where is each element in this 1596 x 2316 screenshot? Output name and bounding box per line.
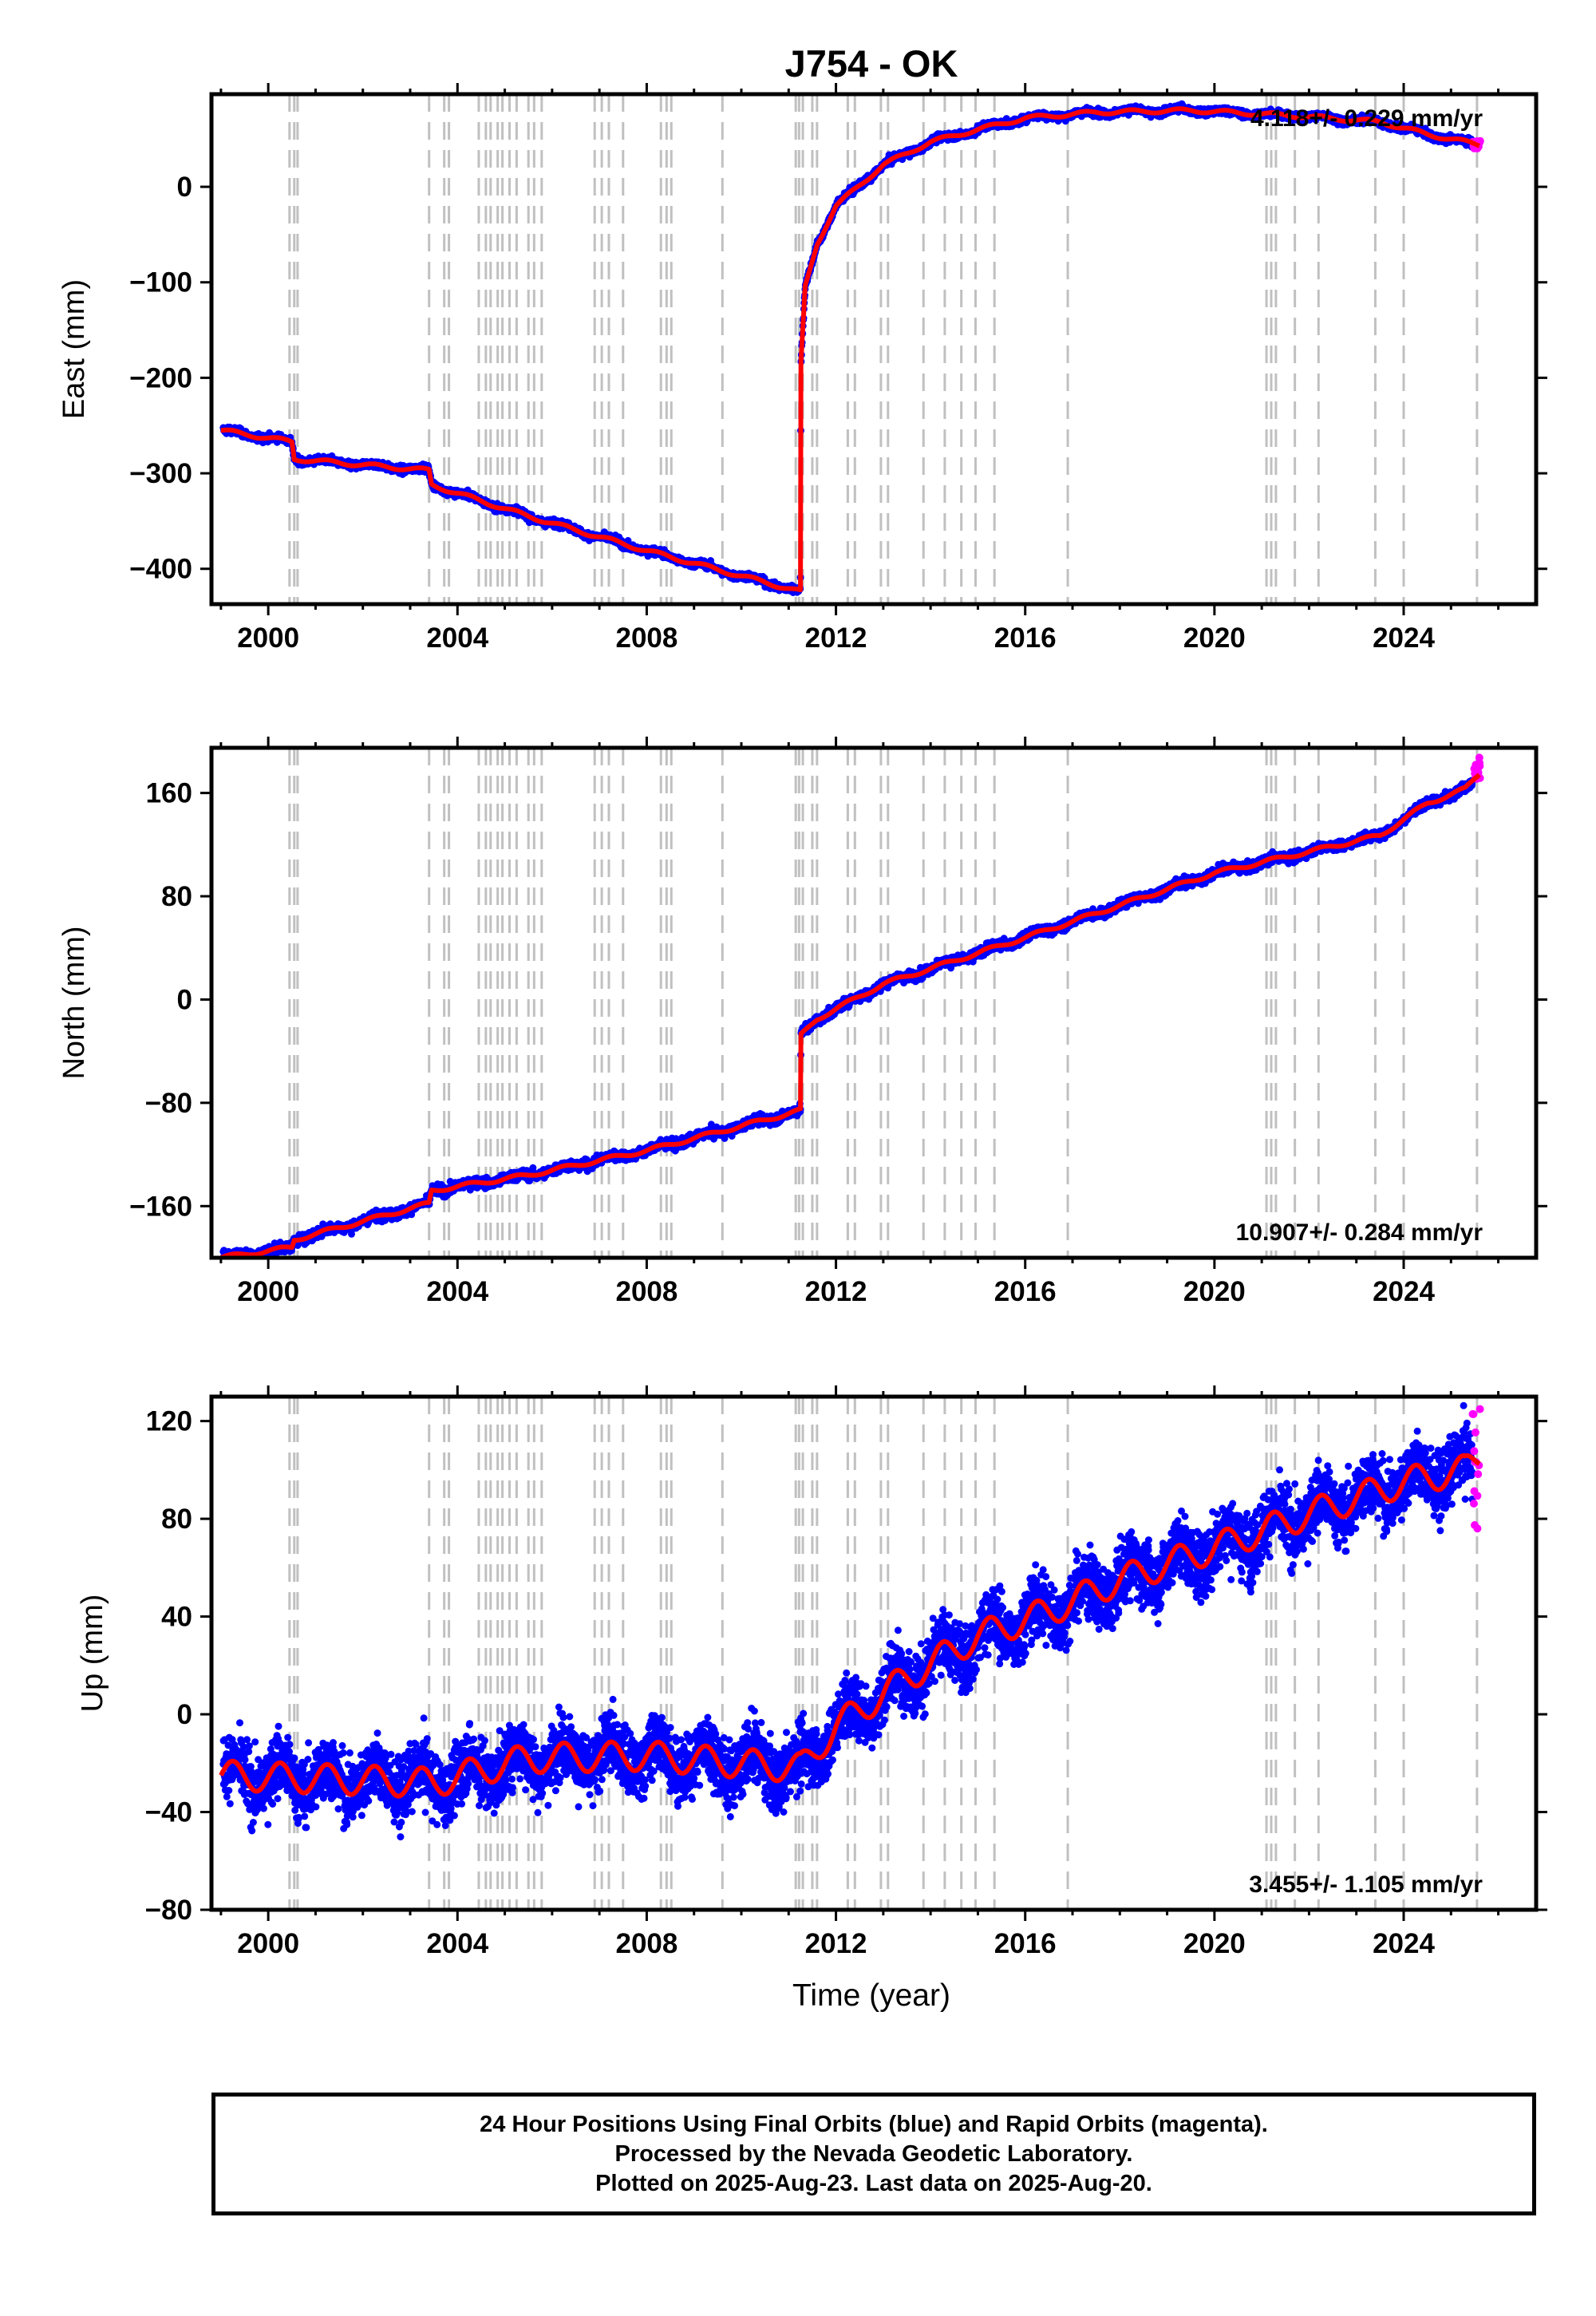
plot-frame — [209, 745, 1539, 1260]
y-tick-label: −160 — [129, 1191, 192, 1222]
x-tick-label: 2024 — [1373, 622, 1435, 654]
y-tick-label: 0 — [177, 172, 192, 203]
y-axis-label: North (mm) — [57, 926, 91, 1079]
y-axis-label: East (mm) — [57, 279, 91, 419]
y-tick-label: −40 — [145, 1797, 192, 1828]
rapid-orbits-markers — [1468, 1405, 1484, 1533]
y-tick-label: 0 — [177, 1699, 192, 1730]
x-tick-label: 2008 — [615, 1928, 678, 1959]
model-line — [219, 1452, 1482, 1799]
model-line — [219, 106, 1482, 593]
x-tick-label: 2016 — [994, 622, 1057, 654]
caption-line-2: Processed by the Nevada Geodetic Laborat… — [614, 2140, 1133, 2167]
y-tick-label: −400 — [129, 554, 192, 585]
panel-east: 2000 2004 2008 2012 2016 2020 2024 0 −100 −200 −30… — [57, 83, 1547, 654]
y-tick-label: −100 — [129, 267, 192, 298]
caption-line-3: Plotted on 2025-Aug-23. Last data on 202… — [595, 2170, 1152, 2196]
x-tick-label: 2012 — [805, 622, 867, 654]
final-orbits-markers — [219, 777, 1476, 1258]
final-orbits-markers — [219, 100, 1476, 597]
y-tick-label: 160 — [146, 778, 192, 809]
plot-frame — [209, 1394, 1539, 1912]
x-tick-label: 2020 — [1183, 622, 1246, 654]
y-tick-label: −300 — [129, 458, 192, 489]
x-tick-label: 2016 — [994, 1928, 1057, 1959]
y-tick-label: 0 — [177, 984, 192, 1015]
x-tick-label: 2000 — [237, 1276, 299, 1307]
event-lines — [288, 1397, 1479, 1910]
plot-frame — [209, 92, 1539, 607]
panel-up: 2000 2004 2008 2012 2016 2020 2024 120 80 40 0 −40 −… — [76, 1385, 1547, 1959]
final-orbits-points — [219, 753, 1484, 1258]
chart-panels: 2000 2004 2008 2012 2016 2020 2024 0 −100 −200 −30… — [57, 83, 1547, 1959]
final-orbits-points — [219, 1401, 1484, 1841]
model-line — [219, 773, 1482, 1258]
x-tick-label: 2024 — [1373, 1276, 1435, 1307]
x-tick-label: 2000 — [237, 1928, 299, 1959]
x-tick-label: 2008 — [615, 1276, 678, 1307]
x-tick-label: 2020 — [1183, 1928, 1246, 1959]
chart-title: J754 - OK — [785, 42, 958, 85]
caption-box: 24 Hour Positions Using Final Orbits (bl… — [211, 2093, 1536, 2215]
final-orbits-markers — [219, 1401, 1476, 1841]
rate-label: 10.907+/- 0.284 mm/yr — [1236, 1219, 1483, 1246]
x-tick-label: 2024 — [1373, 1928, 1435, 1959]
rate-label: 4.118+/- 0.229 mm/yr — [1250, 105, 1483, 132]
x-tick-label: 2004 — [426, 1276, 488, 1307]
x-tick-label: 2004 — [426, 1928, 488, 1959]
x-tick-label: 2008 — [615, 622, 678, 654]
y-tick-label: 80 — [161, 881, 192, 912]
y-axis-label: Up (mm) — [76, 1595, 109, 1713]
x-tick-label: 2000 — [237, 622, 299, 654]
x-axis-label: Time (year) — [792, 1978, 950, 2013]
panel-north: 2000 2004 2008 2012 2016 2020 2024 160 80 0 −80 −16… — [57, 737, 1547, 1307]
y-tick-label: 40 — [161, 1602, 192, 1633]
caption-line-1: 24 Hour Positions Using Final Orbits (bl… — [480, 2111, 1268, 2137]
x-tick-label: 2020 — [1183, 1276, 1246, 1307]
y-tick-label: 80 — [161, 1504, 192, 1535]
y-tick-label: −200 — [129, 362, 192, 393]
x-tick-label: 2004 — [426, 622, 488, 654]
rate-label: 3.455+/- 1.105 mm/yr — [1249, 1871, 1483, 1898]
time-series-chart: J754 - OK 2000 2004 2008 2012 2016 2020 2024 0 −… — [57, 42, 1547, 2013]
y-tick-label: −80 — [145, 1895, 192, 1926]
x-tick-label: 2012 — [805, 1928, 867, 1959]
y-tick-label: 120 — [146, 1406, 192, 1437]
x-tick-label: 2016 — [994, 1276, 1057, 1307]
rapid-orbits-markers — [1470, 753, 1484, 783]
y-tick-label: −80 — [145, 1088, 192, 1119]
x-tick-label: 2012 — [805, 1276, 867, 1307]
event-lines — [288, 748, 1479, 1258]
